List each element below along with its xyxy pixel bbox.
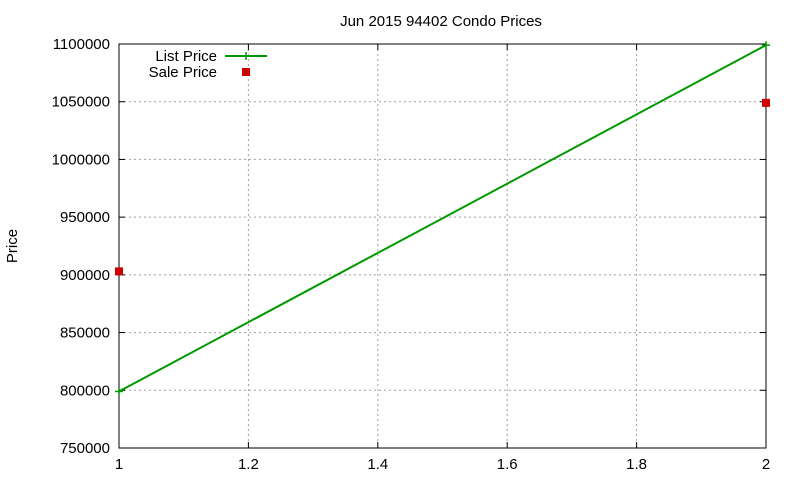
x-tick-label: 2 <box>762 456 770 473</box>
series <box>115 41 770 396</box>
y-axis-label: Price <box>4 229 21 263</box>
list-price-point <box>762 41 770 50</box>
chart-title: Jun 2015 94402 Condo Prices <box>340 13 542 30</box>
sale-price-point <box>762 98 770 107</box>
legend-marker-list-price <box>242 52 250 60</box>
list-price-point <box>115 387 123 396</box>
ticks: 1 1.2 1.4 1.6 1.8 2 750000 800000 850000 900000 95… <box>52 36 771 473</box>
legend-label-sale-price: Sale Price <box>149 64 217 81</box>
y-tick-label: 950000 <box>60 209 110 226</box>
x-tick-label: 1.6 <box>497 456 518 473</box>
grid <box>119 44 766 448</box>
y-tick-label: 1000000 <box>52 151 110 168</box>
sale-price-point <box>115 267 123 276</box>
list-price-line <box>118 44 767 393</box>
y-tick-label: 850000 <box>60 325 110 342</box>
plot-border <box>118 43 767 449</box>
legend-label-list-price: List Price <box>155 48 217 65</box>
y-tick-label: 1050000 <box>52 94 110 111</box>
y-tick-label: 900000 <box>60 267 110 284</box>
legend-marker-sale-price <box>242 68 250 76</box>
y-tick-label: 750000 <box>60 440 110 457</box>
y-tick-label: 800000 <box>60 382 110 399</box>
x-tick-label: 1.2 <box>238 456 259 473</box>
x-tick-label: 1.8 <box>626 456 647 473</box>
y-tick-label: 1100000 <box>53 36 110 53</box>
x-tick-label: 1.4 <box>367 456 388 473</box>
x-tick-label: 1 <box>115 456 123 473</box>
